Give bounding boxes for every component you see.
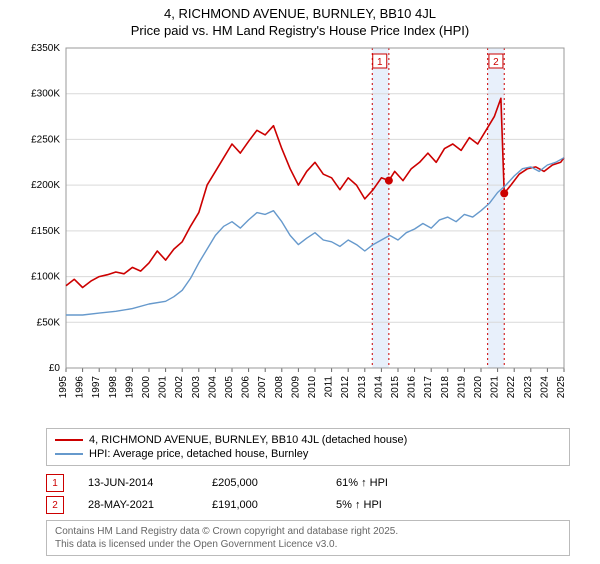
svg-text:£300K: £300K: [31, 89, 60, 100]
marker-row: 2 28-MAY-2021 £191,000 5% ↑ HPI: [46, 494, 570, 516]
svg-text:2023: 2023: [523, 376, 534, 399]
svg-text:2018: 2018: [440, 376, 451, 399]
marker-price: £205,000: [212, 477, 312, 489]
svg-text:2003: 2003: [191, 376, 202, 399]
svg-text:2012: 2012: [340, 376, 351, 399]
svg-text:2004: 2004: [207, 376, 218, 399]
svg-text:2002: 2002: [174, 376, 185, 399]
svg-text:2008: 2008: [274, 376, 285, 399]
marker-row: 1 13-JUN-2014 £205,000 61% ↑ HPI: [46, 472, 570, 494]
svg-text:£150K: £150K: [31, 226, 60, 237]
svg-text:2025: 2025: [556, 376, 567, 399]
svg-text:£100K: £100K: [31, 272, 60, 283]
svg-text:2020: 2020: [473, 376, 484, 399]
svg-text:2019: 2019: [456, 376, 467, 399]
marker-delta: 5% ↑ HPI: [336, 499, 436, 511]
svg-text:2022: 2022: [506, 376, 517, 399]
svg-text:£200K: £200K: [31, 180, 60, 191]
svg-text:1999: 1999: [124, 376, 135, 399]
svg-text:1996: 1996: [75, 376, 86, 399]
svg-text:2: 2: [493, 57, 499, 68]
legend-label: 4, RICHMOND AVENUE, BURNLEY, BB10 4JL (d…: [89, 434, 407, 446]
line-chart-svg: £0 £50K £100K £150K £200K £250K £300K £350K 1995…: [20, 40, 580, 420]
marker-delta: 61% ↑ HPI: [336, 477, 436, 489]
svg-text:2017: 2017: [423, 376, 434, 399]
svg-text:2016: 2016: [407, 376, 418, 399]
chart-area: £0 £50K £100K £150K £200K £250K £300K £350K 1995…: [20, 40, 580, 420]
svg-text:2007: 2007: [257, 376, 268, 399]
svg-text:1997: 1997: [91, 376, 102, 399]
svg-text:£250K: £250K: [31, 134, 60, 145]
title-line-1: 4, RICHMOND AVENUE, BURNLEY, BB10 4JL: [0, 6, 600, 21]
svg-text:2024: 2024: [539, 376, 550, 399]
attribution-line-1: Contains HM Land Registry data © Crown c…: [55, 525, 561, 538]
marker-date: 28-MAY-2021: [88, 499, 188, 511]
svg-text:2006: 2006: [241, 376, 252, 399]
marker-badge: 2: [46, 496, 64, 514]
svg-text:2009: 2009: [290, 376, 301, 399]
sale-marker-table: 1 13-JUN-2014 £205,000 61% ↑ HPI 2 28-MAY-202…: [46, 472, 570, 516]
svg-text:2013: 2013: [357, 376, 368, 399]
svg-text:2010: 2010: [307, 376, 318, 399]
title-line-2: Price paid vs. HM Land Registry's House …: [0, 23, 600, 38]
legend-row: 4, RICHMOND AVENUE, BURNLEY, BB10 4JL (d…: [55, 433, 561, 447]
legend-row: HPI: Average price, detached house, Burn…: [55, 447, 561, 461]
legend-label: HPI: Average price, detached house, Burn…: [89, 448, 308, 460]
svg-text:1: 1: [377, 57, 383, 68]
svg-text:1998: 1998: [108, 376, 119, 399]
svg-text:2014: 2014: [373, 376, 384, 399]
svg-text:2005: 2005: [224, 376, 235, 399]
legend-swatch: [55, 439, 83, 441]
svg-text:1995: 1995: [58, 376, 69, 399]
chart-container: 4, RICHMOND AVENUE, BURNLEY, BB10 4JL Pr…: [0, 0, 600, 556]
attribution: Contains HM Land Registry data © Crown c…: [46, 520, 570, 556]
legend-swatch: [55, 453, 83, 455]
title-block: 4, RICHMOND AVENUE, BURNLEY, BB10 4JL Pr…: [0, 0, 600, 40]
legend: 4, RICHMOND AVENUE, BURNLEY, BB10 4JL (d…: [46, 428, 570, 466]
svg-text:£350K: £350K: [31, 43, 60, 54]
marker-date: 13-JUN-2014: [88, 477, 188, 489]
svg-text:2015: 2015: [390, 376, 401, 399]
svg-text:£50K: £50K: [37, 317, 61, 328]
svg-text:2000: 2000: [141, 376, 152, 399]
svg-text:2021: 2021: [490, 376, 501, 399]
svg-text:2001: 2001: [158, 376, 169, 399]
marker-price: £191,000: [212, 499, 312, 511]
marker-badge: 1: [46, 474, 64, 492]
svg-text:£0: £0: [49, 363, 61, 374]
attribution-line-2: This data is licensed under the Open Gov…: [55, 538, 561, 551]
svg-text:2011: 2011: [324, 376, 335, 398]
